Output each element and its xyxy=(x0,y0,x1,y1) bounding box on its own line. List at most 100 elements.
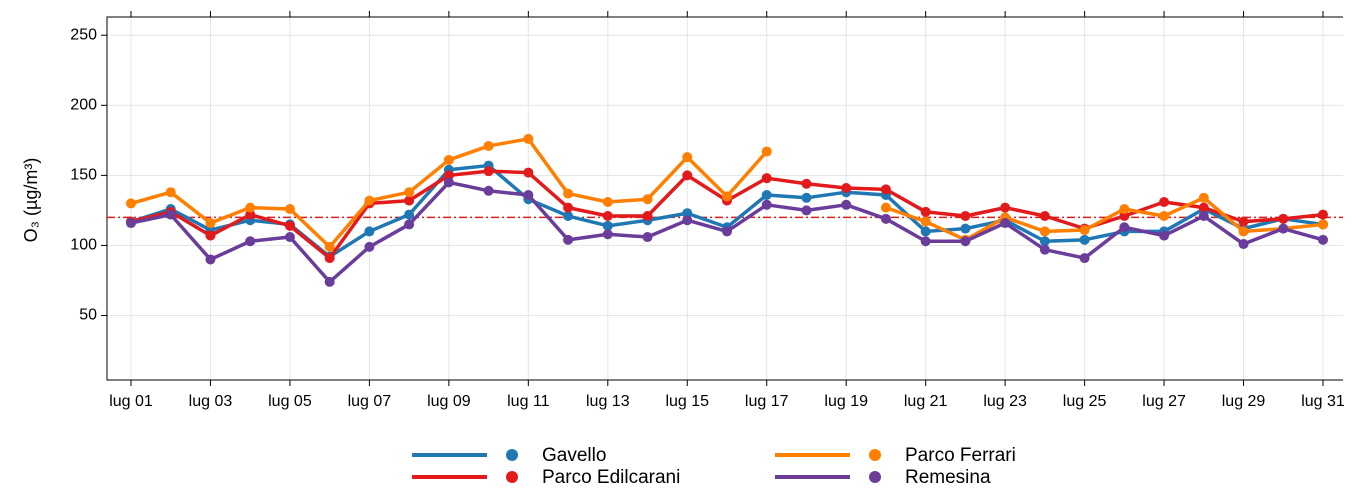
data-point xyxy=(682,170,693,181)
data-point xyxy=(761,199,772,210)
data-point xyxy=(642,194,653,205)
data-point xyxy=(1159,230,1170,241)
data-point xyxy=(1238,239,1249,250)
data-point xyxy=(126,198,136,209)
data-point xyxy=(404,187,415,198)
legend-dot xyxy=(506,449,518,461)
data-point xyxy=(960,211,971,222)
data-point xyxy=(563,234,574,245)
data-point xyxy=(523,133,534,144)
x-tick-label: lug 05 xyxy=(268,393,312,410)
data-point xyxy=(722,226,732,237)
data-point xyxy=(920,206,931,217)
x-tick-label: lug 19 xyxy=(824,393,868,410)
data-point xyxy=(920,216,931,227)
x-tick-label: lug 27 xyxy=(1142,393,1186,410)
x-tick-label: lug 15 xyxy=(665,393,709,410)
data-point xyxy=(1079,234,1090,245)
legend-label: Remesina xyxy=(905,467,991,488)
data-point xyxy=(443,170,454,181)
data-point xyxy=(1318,219,1328,230)
x-tick-label: lug 07 xyxy=(348,393,392,410)
data-point xyxy=(1278,223,1289,234)
data-point xyxy=(801,192,812,203)
data-point xyxy=(563,202,574,213)
y-tick-label: 150 xyxy=(70,167,97,184)
data-point xyxy=(761,189,772,200)
data-point xyxy=(563,211,574,222)
data-point xyxy=(960,223,971,234)
data-point xyxy=(1079,253,1090,264)
data-point xyxy=(1000,202,1011,213)
data-point xyxy=(920,226,931,237)
x-tick-label: lug 21 xyxy=(904,393,948,410)
data-point xyxy=(1000,218,1011,229)
x-tick-label: lug 31 xyxy=(1301,393,1345,410)
data-point xyxy=(205,254,216,265)
data-point xyxy=(245,236,256,247)
data-point xyxy=(1119,211,1130,222)
axis-frame xyxy=(106,16,1343,381)
data-point xyxy=(483,140,494,151)
data-point xyxy=(523,167,534,178)
data-point xyxy=(960,236,971,247)
data-point xyxy=(602,220,613,231)
data-point xyxy=(602,229,613,240)
data-point xyxy=(1159,211,1170,222)
data-point xyxy=(1039,226,1050,237)
data-point xyxy=(1198,192,1209,203)
data-point xyxy=(523,189,534,200)
data-point xyxy=(1238,216,1249,227)
data-point xyxy=(563,188,574,199)
data-point xyxy=(761,173,772,184)
legend-dot xyxy=(869,449,881,461)
data-point xyxy=(602,197,613,208)
data-point xyxy=(245,209,256,220)
data-point xyxy=(682,152,693,163)
data-point xyxy=(761,146,772,157)
data-point xyxy=(443,154,454,165)
x-tick-label: lug 29 xyxy=(1222,393,1266,410)
data-point xyxy=(165,187,176,198)
data-point xyxy=(1159,197,1170,208)
data-point xyxy=(205,218,216,229)
data-point xyxy=(841,182,852,193)
data-point xyxy=(1318,209,1328,220)
data-point xyxy=(126,218,136,229)
data-point xyxy=(1039,244,1050,255)
data-point xyxy=(642,211,653,222)
x-tick-label: lug 09 xyxy=(427,393,471,410)
data-point xyxy=(801,178,812,189)
data-point xyxy=(443,177,454,188)
x-tick-label: lug 25 xyxy=(1063,393,1107,410)
y-tick-label: 250 xyxy=(70,26,97,43)
legend-dot xyxy=(869,471,881,483)
data-point xyxy=(1119,204,1130,215)
data-point xyxy=(404,195,415,206)
data-point xyxy=(284,204,295,215)
data-point xyxy=(880,213,891,224)
x-tick-label: lug 03 xyxy=(189,393,233,410)
data-point xyxy=(880,202,891,213)
legend-label: Gavello xyxy=(542,445,606,466)
data-point xyxy=(284,220,295,231)
legend-label: Parco Edilcarani xyxy=(542,467,680,488)
legend-dot xyxy=(506,471,518,483)
data-point xyxy=(602,211,613,222)
data-point xyxy=(1278,213,1289,224)
data-point xyxy=(1318,234,1328,245)
data-point xyxy=(920,236,931,247)
data-point xyxy=(324,276,335,287)
data-point xyxy=(364,226,375,237)
data-point xyxy=(205,230,216,241)
data-point xyxy=(1039,211,1050,222)
x-tick-label: lug 01 xyxy=(109,393,153,410)
legend-label: Parco Ferrari xyxy=(905,445,1016,466)
data-point xyxy=(682,208,693,219)
data-point xyxy=(722,191,732,202)
data-point xyxy=(324,241,335,252)
y-tick-label: 50 xyxy=(79,307,97,324)
data-point xyxy=(165,209,176,220)
data-point xyxy=(642,232,653,243)
data-point xyxy=(245,202,256,213)
